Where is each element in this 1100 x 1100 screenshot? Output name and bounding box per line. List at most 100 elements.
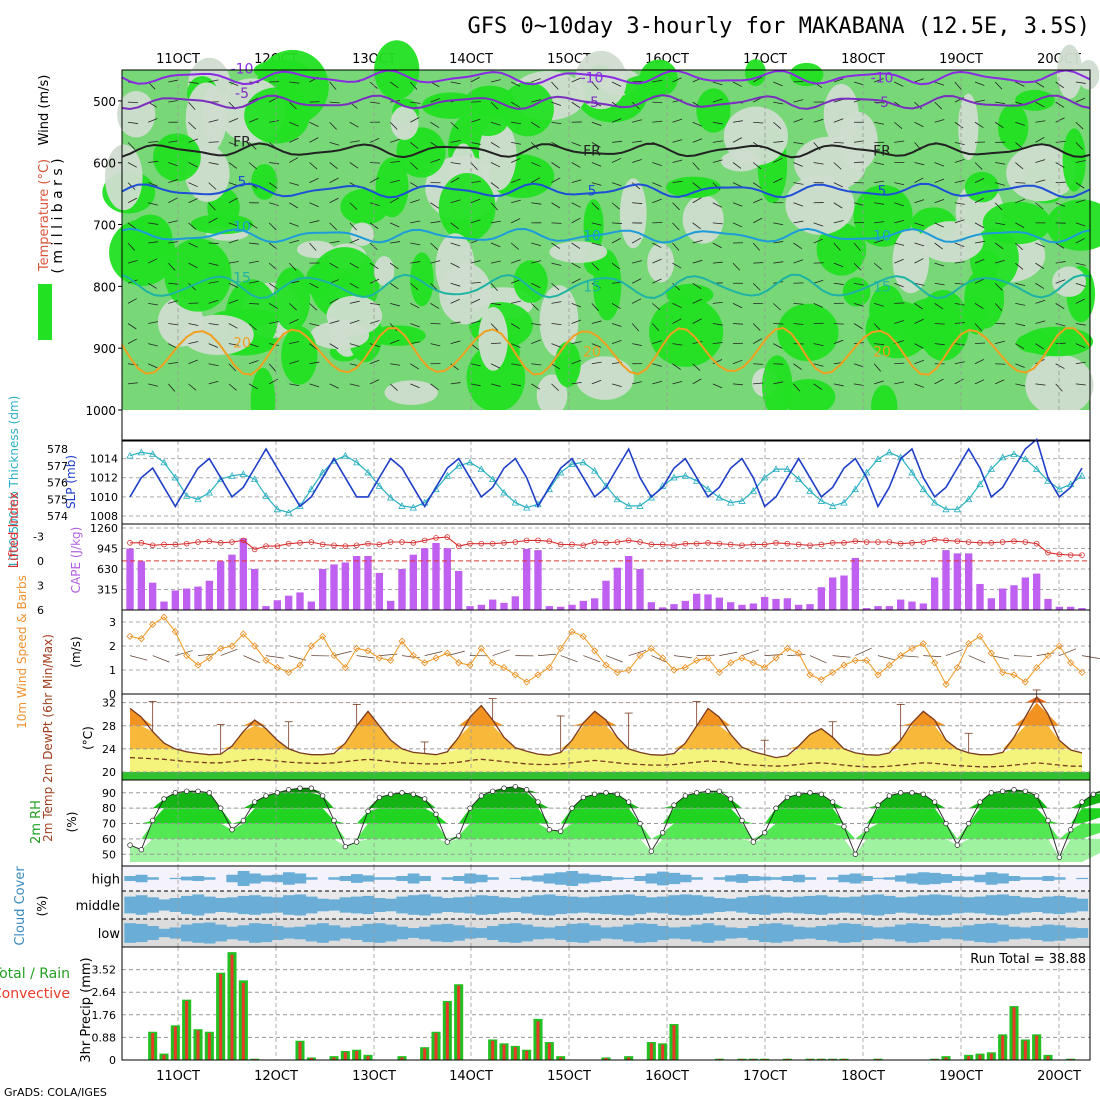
- wind-barb: [631, 298, 642, 304]
- isotherm-label: 20: [873, 344, 891, 360]
- wind-barb: [410, 383, 420, 389]
- wind-barb: [712, 159, 723, 163]
- wind-barb: [1075, 361, 1086, 365]
- wind-barb: [611, 237, 622, 244]
- lifted-index-point: [342, 543, 349, 549]
- wind-speed-point: [851, 656, 859, 664]
- wind-barb: [995, 259, 1005, 264]
- wind-barb: [672, 159, 683, 163]
- li-tick-label: 0: [37, 555, 44, 568]
- wind-barb: [833, 118, 844, 123]
- wind-speed-point: [953, 664, 961, 672]
- cape-bar: [1021, 577, 1030, 610]
- wind-barb: [1075, 142, 1084, 150]
- wind-barb: [914, 258, 924, 264]
- rh-region: [273, 267, 311, 332]
- rh-tick-label: 70: [102, 818, 116, 831]
- cloud-cover-block: [645, 873, 658, 884]
- lifted-index-point: [1056, 551, 1063, 558]
- cape-bar: [715, 597, 724, 610]
- rh-region: [202, 85, 224, 146]
- precip-convective-bar: [1012, 1007, 1016, 1060]
- cape-bar: [602, 580, 610, 610]
- cloud-cover-block: [532, 895, 545, 915]
- wind10m-barb: [1081, 655, 1100, 659]
- wind-barb: [248, 242, 259, 245]
- wind-speed-point: [534, 671, 542, 679]
- wind-barb: [450, 199, 461, 204]
- cloud-cover-block: [736, 928, 749, 938]
- lifted-index-point: [353, 542, 360, 549]
- temp-tick-label: 28: [102, 720, 116, 733]
- wind-barb: [934, 303, 944, 310]
- cloud-cover-block: [135, 895, 148, 915]
- thickness-point: [454, 461, 463, 469]
- wind-barb: [127, 323, 137, 330]
- wind-barb: [147, 258, 158, 264]
- wind-barb: [672, 180, 683, 184]
- cloud-cover-block: [407, 895, 420, 915]
- rh-region: [368, 325, 426, 346]
- wind-barb: [208, 242, 219, 244]
- wind-barb: [1015, 282, 1026, 287]
- lifted-index-point: [1079, 552, 1085, 558]
- pressure-tick-label: 600: [93, 157, 116, 171]
- wind-barb: [510, 323, 520, 330]
- cape-bar: [534, 550, 542, 610]
- wind-barb: [1015, 142, 1024, 150]
- lifted-index-point: [501, 540, 507, 546]
- rh-region: [575, 50, 627, 110]
- cloud-cover-block: [781, 924, 794, 942]
- wind-barb: [531, 121, 540, 129]
- rh-region: [466, 344, 526, 413]
- wind-barb: [127, 242, 135, 251]
- wind-barb: [974, 303, 984, 310]
- lifted-index-point: [988, 540, 995, 546]
- wind-barb: [934, 81, 945, 86]
- wind10m-barb: [923, 655, 942, 658]
- cloud-cover-block: [906, 896, 919, 914]
- wind-barb: [974, 379, 985, 385]
- wind-barb: [773, 81, 783, 87]
- precip-convective-bar: [332, 1057, 336, 1060]
- lifted-index-point: [1067, 552, 1074, 558]
- cape-bar: [1032, 573, 1041, 610]
- cape-bar: [500, 602, 508, 610]
- lifted-index-point: [251, 546, 258, 553]
- rh-point: [648, 848, 654, 854]
- wind-barb: [611, 339, 622, 345]
- rh-region: [438, 173, 496, 242]
- wind-barb: [208, 363, 219, 367]
- cape-bar: [137, 561, 146, 610]
- wind-barb: [208, 262, 219, 266]
- wind-barb: [833, 323, 844, 325]
- rh-point: [988, 790, 994, 796]
- wind-barb: [995, 363, 1006, 365]
- wind-barb: [611, 202, 620, 210]
- wind-speed-point: [772, 654, 780, 662]
- wind-barb: [268, 96, 279, 103]
- lifted-index-point: [614, 539, 621, 545]
- cloud-cover-block: [543, 894, 556, 916]
- cloud-cover-block: [747, 876, 760, 881]
- cloud-cover-block: [362, 875, 375, 882]
- wind-speed-point: [795, 649, 803, 657]
- cloud-cover-block: [974, 896, 987, 914]
- rh-point: [807, 790, 813, 796]
- thickness-point: [364, 468, 372, 476]
- rh-region: [117, 91, 156, 138]
- lifted-index-point: [229, 539, 235, 545]
- wind-barb: [490, 202, 499, 211]
- wind-speed-point: [613, 668, 621, 676]
- wind-barb: [390, 179, 400, 184]
- wind-barb: [974, 81, 985, 86]
- cloud-cover-block: [781, 876, 794, 881]
- precip-convective-bar: [604, 1057, 608, 1060]
- rh-point: [467, 805, 473, 811]
- wind-barb: [833, 282, 844, 285]
- rh-point: [1034, 793, 1040, 799]
- wind-barb: [712, 222, 723, 225]
- wind-barb: [732, 162, 742, 169]
- isotherm-label: FR: [233, 134, 251, 150]
- cloud-cover-block: [419, 894, 431, 916]
